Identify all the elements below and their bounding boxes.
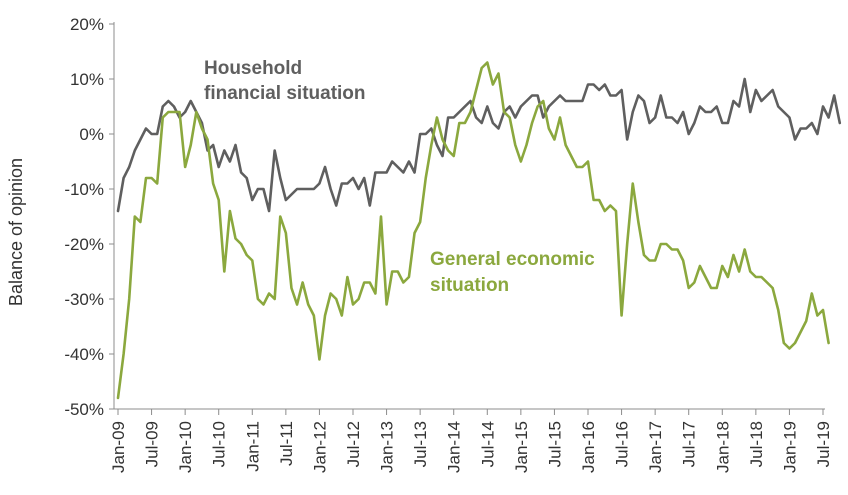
x-tick-label: Jul-11 <box>277 421 296 466</box>
x-tick-label: Jul-12 <box>344 421 363 467</box>
x-tick-label: Jan-19 <box>780 421 799 473</box>
x-tick-label: Jul-17 <box>680 421 699 467</box>
x-tick-label: Jan-17 <box>646 421 665 473</box>
x-tick-label: Jan-14 <box>445 421 464 473</box>
y-tick-label: -30% <box>64 290 104 309</box>
x-tick-label: Jul-18 <box>747 421 766 467</box>
y-tick-label: -40% <box>64 345 104 364</box>
y-tick-label: 10% <box>70 70 104 89</box>
y-axis-title: Balance of opinion <box>6 158 26 306</box>
x-tick-label: Jan-13 <box>378 421 397 473</box>
y-tick-label: 20% <box>70 15 104 34</box>
x-tick-label: Jan-09 <box>109 421 128 473</box>
x-tick-label: Jul-13 <box>411 421 430 467</box>
x-tick-label: Jan-15 <box>512 421 531 473</box>
household-financial-series-line <box>116 77 842 213</box>
y-tick-label: -50% <box>64 400 104 419</box>
x-tick-label: Jan-18 <box>713 421 732 473</box>
y-tick-label: -20% <box>64 235 104 254</box>
x-tick-label: Jul-14 <box>478 421 497 467</box>
x-tick-label: Jul-16 <box>613 421 632 467</box>
y-tick-label: -10% <box>64 180 104 199</box>
general-economic-series-label: situation <box>430 275 509 296</box>
x-tick-label: Jan-11 <box>243 421 262 472</box>
general-economic-series-line <box>116 61 830 400</box>
x-tick-label: Jan-12 <box>310 421 329 473</box>
general-economic-series-label: General economic <box>430 249 595 270</box>
household-series-label: Household <box>204 58 302 79</box>
y-tick-label: 0% <box>79 125 104 144</box>
x-tick-label: Jul-09 <box>143 421 162 467</box>
x-tick-label: Jan-10 <box>176 421 195 473</box>
x-tick-label: Jan-16 <box>579 421 598 473</box>
household-series-label: financial situation <box>204 83 366 104</box>
x-tick-label: Jul-10 <box>210 421 229 467</box>
x-tick-label: Jul-19 <box>814 421 833 467</box>
x-tick-label: Jul-15 <box>545 421 564 467</box>
